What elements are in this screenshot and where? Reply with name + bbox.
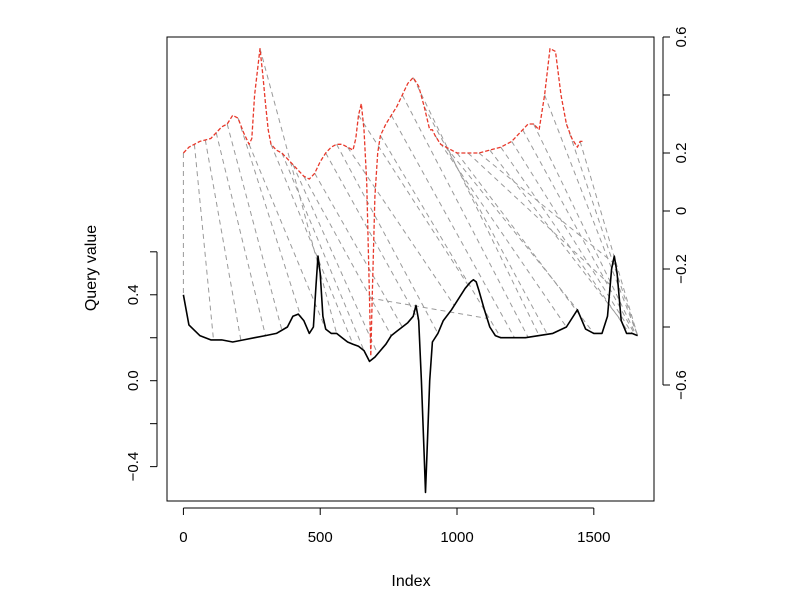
alignment-line [412, 77, 540, 336]
alignment-line [390, 115, 515, 338]
alignment-line [325, 152, 420, 321]
alignment-line [423, 106, 548, 335]
y-left-tick-label: 0.0 [125, 370, 142, 391]
x-tick-label: 1500 [577, 529, 610, 546]
series-lines [182, 47, 638, 494]
alignment-line [533, 123, 637, 336]
y-axis-right: −0.6 −0.2 0 0.2 0.6 [662, 27, 690, 400]
alignment-line [565, 123, 639, 336]
alignment-line [579, 141, 639, 336]
y-axis-label: Query value [83, 225, 100, 311]
alignment-line [456, 152, 595, 334]
alignment-line [478, 152, 617, 266]
alignment-lines [182, 48, 639, 355]
x-tick-label: 0 [179, 529, 187, 546]
alignment-line [401, 94, 529, 338]
alignment-line [522, 129, 636, 335]
alignment-line [215, 132, 266, 336]
alignment-line [544, 94, 639, 336]
y-axis-left: −0.4 0.0 0.4 [125, 251, 158, 482]
alignment-line [226, 123, 283, 331]
y-right-tick-label: 0.2 [673, 143, 690, 164]
alignment-line [270, 144, 354, 345]
query-series-line [182, 255, 638, 494]
x-axis: 0 500 1000 1500 [179, 507, 610, 546]
reference-series-line [182, 47, 583, 357]
alignment-line [434, 135, 567, 328]
plot-frame [166, 36, 655, 502]
alignment-line [379, 135, 502, 338]
alignment-line [358, 115, 469, 286]
alignment-line [369, 297, 488, 319]
alignment-line [248, 144, 327, 330]
x-tick-label: 1000 [440, 529, 473, 546]
alignment-line [292, 164, 379, 355]
y-right-tick-label: −0.2 [673, 254, 690, 284]
alignment-line [500, 146, 630, 334]
alignment-line [237, 118, 302, 318]
alignment-line [347, 146, 455, 306]
alignment-line [259, 48, 338, 334]
y-right-tick-label: 0.6 [673, 27, 690, 48]
alignment-line [303, 175, 392, 336]
x-tick-label: 500 [308, 529, 333, 546]
alignment-line [511, 141, 633, 334]
alignment-line [314, 173, 403, 328]
y-right-tick-label: 0 [673, 207, 690, 215]
x-axis-label: Index [391, 573, 430, 590]
y-right-tick-label: −0.6 [673, 370, 690, 400]
alignment-line [204, 139, 242, 341]
y-left-tick-label: −0.4 [125, 452, 142, 482]
alignment-line [193, 144, 214, 340]
alignment-line [281, 152, 365, 351]
y-left-tick-label: 0.4 [125, 284, 142, 305]
alignment-line [489, 149, 622, 321]
